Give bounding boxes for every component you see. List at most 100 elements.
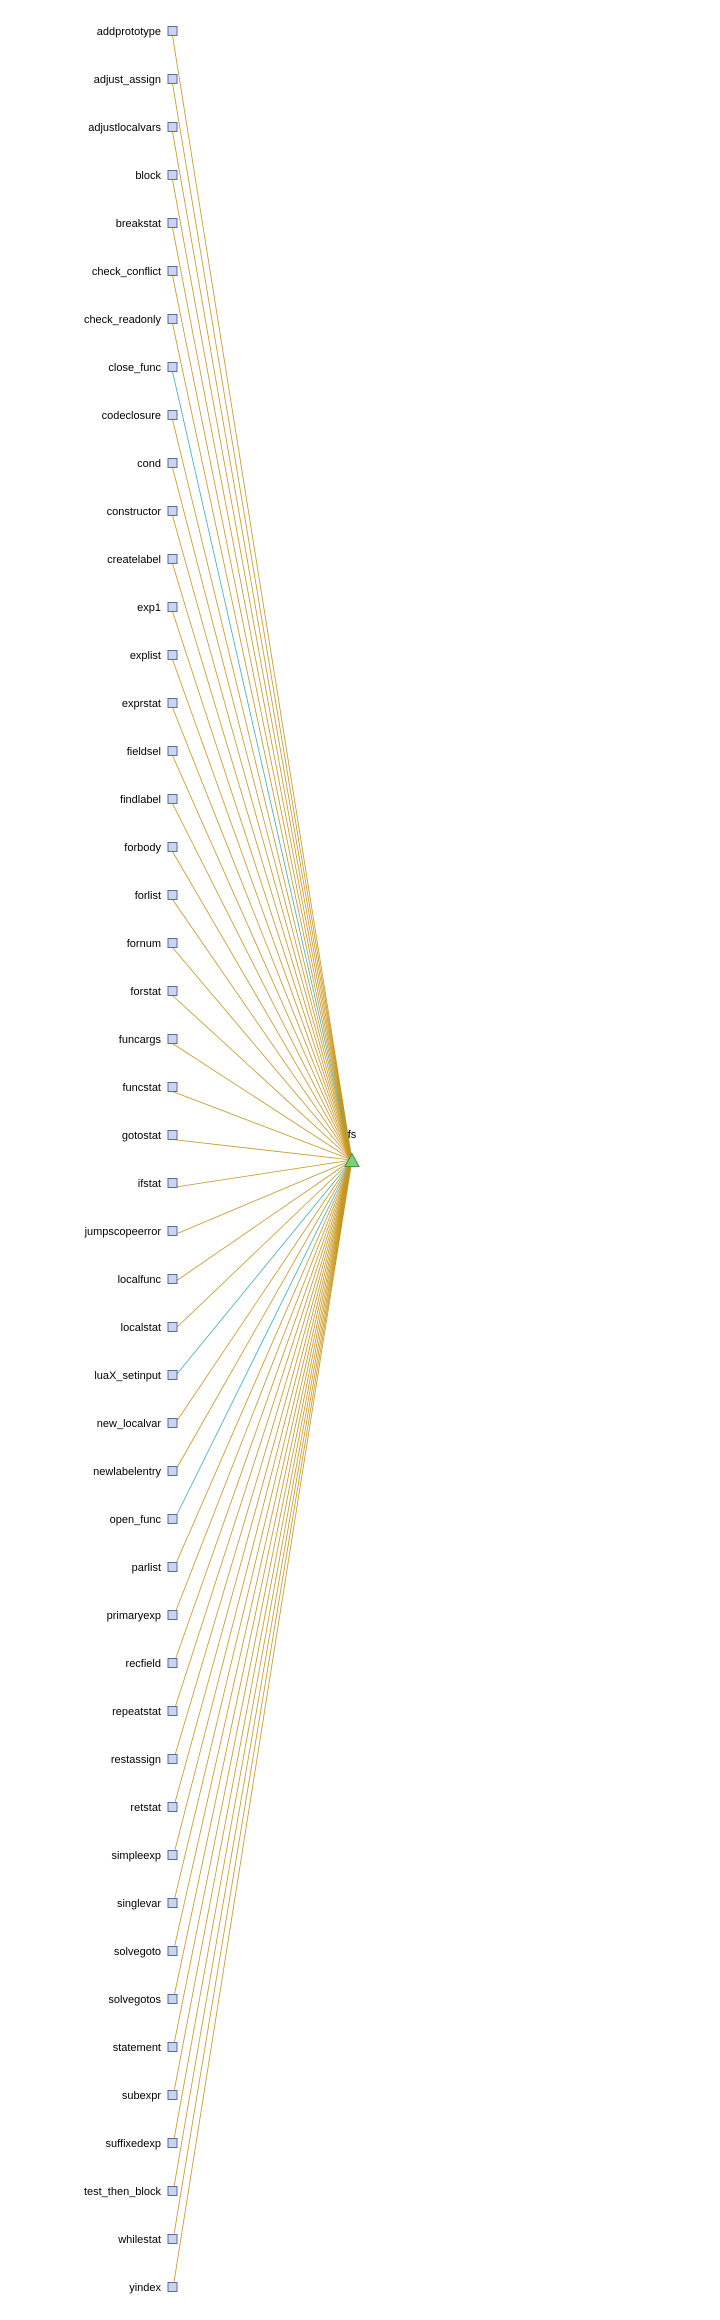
source-node[interactable]: newlabelentry xyxy=(93,1466,178,1478)
square-node-icon[interactable] xyxy=(167,266,178,276)
source-node[interactable]: exp1 xyxy=(137,602,178,614)
square-node-icon[interactable] xyxy=(167,1418,178,1428)
square-node-icon[interactable] xyxy=(167,506,178,516)
source-node[interactable]: restassign xyxy=(111,1754,178,1766)
square-node-icon[interactable] xyxy=(167,1178,178,1188)
square-node-icon[interactable] xyxy=(167,218,178,228)
square-node-icon[interactable] xyxy=(167,1754,178,1764)
source-node[interactable]: luaX_setinput xyxy=(94,1370,178,1382)
source-node[interactable]: open_func xyxy=(110,1514,178,1526)
square-node-icon[interactable] xyxy=(167,1514,178,1524)
source-node[interactable]: forlist xyxy=(135,890,178,902)
source-node[interactable]: cond xyxy=(137,458,178,470)
source-node[interactable]: parlist xyxy=(132,1562,178,1574)
square-node-icon[interactable] xyxy=(167,1034,178,1044)
square-node-icon[interactable] xyxy=(167,1850,178,1860)
source-node[interactable]: explist xyxy=(130,650,178,662)
source-node[interactable]: fieldsel xyxy=(127,746,178,758)
square-node-icon[interactable] xyxy=(167,794,178,804)
source-node[interactable]: adjustlocalvars xyxy=(88,122,178,134)
square-node-icon[interactable] xyxy=(167,410,178,420)
square-node-icon[interactable] xyxy=(167,122,178,132)
source-node[interactable]: block xyxy=(135,170,178,182)
source-node[interactable]: singlevar xyxy=(117,1898,178,1910)
square-node-icon[interactable] xyxy=(167,986,178,996)
source-node[interactable]: yindex xyxy=(129,2282,178,2294)
square-node-icon[interactable] xyxy=(167,1082,178,1092)
edge-line xyxy=(172,659,353,1161)
target-node[interactable]: fs xyxy=(344,1129,360,1167)
triangle-icon[interactable] xyxy=(344,1152,360,1167)
source-node[interactable]: repeatstat xyxy=(112,1706,178,1718)
square-node-icon[interactable] xyxy=(167,74,178,84)
source-node[interactable]: retstat xyxy=(130,1802,178,1814)
square-node-icon[interactable] xyxy=(167,2090,178,2100)
square-node-icon[interactable] xyxy=(167,26,178,36)
source-node[interactable]: whilestat xyxy=(117,2234,178,2246)
square-node-icon[interactable] xyxy=(167,2042,178,2052)
square-node-icon[interactable] xyxy=(167,1562,178,1572)
square-node-icon[interactable] xyxy=(167,1946,178,1956)
source-node[interactable]: addprototype xyxy=(97,26,178,38)
source-node[interactable]: suffixedexp xyxy=(106,2138,178,2150)
source-node[interactable]: test_then_block xyxy=(84,2186,178,2198)
square-node-icon[interactable] xyxy=(167,1802,178,1812)
square-node-icon[interactable] xyxy=(167,1994,178,2004)
source-node[interactable]: new_localvar xyxy=(97,1418,178,1430)
source-node[interactable]: adjust_assign xyxy=(94,74,178,86)
source-node[interactable]: subexpr xyxy=(122,2090,178,2102)
square-node-icon[interactable] xyxy=(167,1274,178,1284)
source-node[interactable]: forbody xyxy=(124,842,178,854)
square-node-icon[interactable] xyxy=(167,698,178,708)
source-node[interactable]: solvegoto xyxy=(114,1946,178,1958)
source-node[interactable]: recfield xyxy=(126,1658,178,1670)
square-node-icon[interactable] xyxy=(167,362,178,372)
square-node-icon[interactable] xyxy=(167,554,178,564)
source-node[interactable]: funcargs xyxy=(119,1034,178,1046)
source-node[interactable]: exprstat xyxy=(122,698,178,710)
square-node-icon[interactable] xyxy=(167,2234,178,2244)
square-node-icon[interactable] xyxy=(167,2282,178,2292)
source-node[interactable]: localfunc xyxy=(118,1274,178,1286)
square-node-icon[interactable] xyxy=(167,1610,178,1620)
source-node[interactable]: createlabel xyxy=(107,554,178,566)
source-node[interactable]: check_readonly xyxy=(84,314,178,326)
square-node-icon[interactable] xyxy=(167,458,178,468)
source-node[interactable]: ifstat xyxy=(138,1178,178,1190)
square-node-icon[interactable] xyxy=(167,1322,178,1332)
node-label: restassign xyxy=(111,1754,161,1766)
source-node[interactable]: statement xyxy=(113,2042,178,2054)
square-node-icon[interactable] xyxy=(167,890,178,900)
source-node[interactable]: gotostat xyxy=(122,1130,178,1142)
source-node[interactable]: codeclosure xyxy=(102,410,178,422)
square-node-icon[interactable] xyxy=(167,1466,178,1476)
source-node[interactable]: fornum xyxy=(127,938,178,950)
square-node-icon[interactable] xyxy=(167,2186,178,2196)
square-node-icon[interactable] xyxy=(167,314,178,324)
source-node[interactable]: funcstat xyxy=(122,1082,178,1094)
square-node-icon[interactable] xyxy=(167,938,178,948)
square-node-icon[interactable] xyxy=(167,1898,178,1908)
square-node-icon[interactable] xyxy=(167,1370,178,1380)
square-node-icon[interactable] xyxy=(167,1706,178,1716)
square-node-icon[interactable] xyxy=(167,746,178,756)
square-node-icon[interactable] xyxy=(167,650,178,660)
source-node[interactable]: check_conflict xyxy=(92,266,178,278)
square-node-icon[interactable] xyxy=(167,1130,178,1140)
source-node[interactable]: findlabel xyxy=(120,794,178,806)
source-node[interactable]: primaryexp xyxy=(107,1610,178,1622)
square-node-icon[interactable] xyxy=(167,602,178,612)
source-node[interactable]: close_func xyxy=(108,362,178,374)
square-node-icon[interactable] xyxy=(167,1226,178,1236)
square-node-icon[interactable] xyxy=(167,2138,178,2148)
source-node[interactable]: simpleexp xyxy=(111,1850,178,1862)
source-node[interactable]: forstat xyxy=(130,986,178,998)
source-node[interactable]: localstat xyxy=(121,1322,178,1334)
square-node-icon[interactable] xyxy=(167,170,178,180)
source-node[interactable]: breakstat xyxy=(116,218,178,230)
square-node-icon[interactable] xyxy=(167,1658,178,1668)
square-node-icon[interactable] xyxy=(167,842,178,852)
source-node[interactable]: jumpscopeerror xyxy=(84,1226,178,1238)
source-node[interactable]: solvegotos xyxy=(108,1994,178,2006)
source-node[interactable]: constructor xyxy=(107,506,178,518)
